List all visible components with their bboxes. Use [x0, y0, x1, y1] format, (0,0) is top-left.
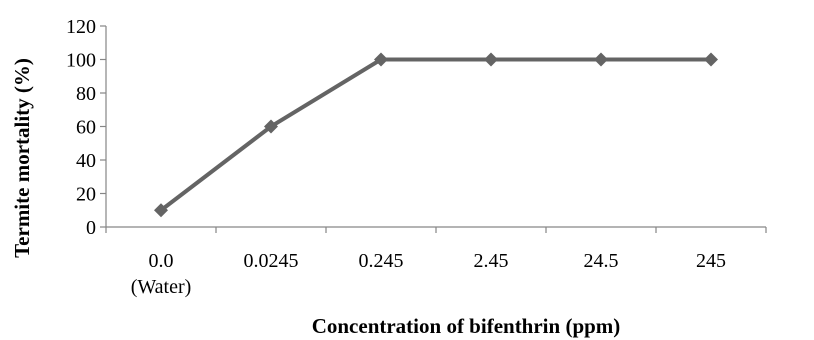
data-point-diamond-icon — [154, 203, 168, 218]
data-point-diamond-icon — [704, 52, 718, 67]
x-axis-title: Concentration of bifenthrin (ppm) — [312, 314, 621, 338]
series-layer — [154, 52, 718, 218]
y-tick-label: 20 — [76, 184, 96, 206]
y-tick-label: 120 — [66, 16, 96, 38]
x-tick-label: 2.45 — [474, 250, 509, 272]
data-point-diamond-icon — [484, 52, 498, 67]
data-point-diamond-icon — [264, 119, 278, 134]
data-point-diamond-icon — [594, 52, 608, 67]
y-axis: 0 20 40 60 80 100 120 — [66, 16, 107, 239]
x-axis: 0.0 (Water) 0.0245 0.245 2.45 24.5 245 — [105, 226, 767, 298]
y-tick-label: 60 — [76, 117, 96, 139]
x-tick-label: 0.245 — [359, 250, 404, 272]
x-tick-label: 245 — [696, 250, 726, 272]
x-tick-label: 0.0 — [149, 250, 174, 272]
y-tick-label: 0 — [86, 217, 96, 239]
series-line — [159, 57, 711, 212]
x-tick-label: 24.5 — [584, 250, 619, 272]
y-tick-label: 40 — [76, 150, 96, 172]
y-tick-label: 100 — [66, 50, 96, 72]
y-tick-label: 80 — [76, 83, 96, 105]
data-point-diamond-icon — [374, 52, 388, 67]
x-tick-label-line2: (Water) — [131, 276, 192, 298]
y-axis-title: Termite mortality (%) — [10, 58, 34, 258]
x-tick-label: 0.0245 — [244, 250, 299, 272]
